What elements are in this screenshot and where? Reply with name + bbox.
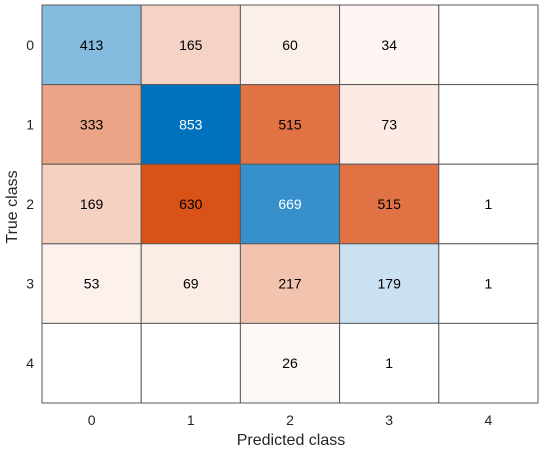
heatmap-cell-r1-c3 xyxy=(339,84,440,165)
heatmap-cell-r1-c0 xyxy=(41,84,142,165)
heatmap-cell-r4-c0 xyxy=(41,322,142,404)
heatmap-cell-r4-c4 xyxy=(438,322,539,404)
y-axis-title: True class xyxy=(4,170,21,243)
cell-value-label: 630 xyxy=(179,196,203,212)
cell-value-label: 53 xyxy=(84,276,100,292)
cell-value-label: 69 xyxy=(183,276,199,292)
x-tick-label: 2 xyxy=(286,412,294,428)
cell-value-label: 217 xyxy=(278,276,302,292)
x-tick-label: 0 xyxy=(88,412,96,428)
heatmap-cell-r3-c4 xyxy=(438,243,539,324)
heatmap-cell-r0-c1 xyxy=(140,4,241,86)
heatmap-cell-r4-c2 xyxy=(239,322,341,404)
y-tick-label: 1 xyxy=(26,116,34,132)
heatmap-cell-r3-c2 xyxy=(239,243,341,324)
cell-value-label: 73 xyxy=(381,116,397,132)
cell-value-label: 413 xyxy=(80,37,104,53)
heatmap-cell-r4-c1 xyxy=(140,322,241,404)
cell-value-label: 60 xyxy=(282,37,298,53)
heatmap-cell-r0-c2 xyxy=(239,4,341,86)
cell-value-label: 34 xyxy=(381,37,397,53)
x-tick-label: 4 xyxy=(485,412,493,428)
heatmap-cell-r3-c0 xyxy=(41,243,142,324)
heatmap-cells: 413 165 60 34 333 853 515 73 169 630 669 515 1 53 69 21… xyxy=(41,4,539,404)
cell-value-label: 169 xyxy=(80,196,104,212)
heatmap-cell-r1-c4 xyxy=(438,84,539,165)
heatmap-cell-r2-c3 xyxy=(339,163,440,245)
heatmap-cell-r0-c3 xyxy=(339,4,440,86)
x-tick-label: 3 xyxy=(385,412,393,428)
x-axis-title: Predicted class xyxy=(237,432,346,449)
cell-value-label: 165 xyxy=(179,37,203,53)
x-tick-label: 1 xyxy=(187,412,195,428)
y-tick-label: 2 xyxy=(26,196,34,212)
heatmap-cell-r4-c3 xyxy=(339,322,440,404)
heatmap-cell-r0-c4 xyxy=(438,4,539,86)
heatmap-cell-r3-c1 xyxy=(140,243,241,324)
heatmap-cell-r2-c4 xyxy=(438,163,539,245)
cell-value-label: 1 xyxy=(485,196,493,212)
cell-value-label: 1 xyxy=(385,355,393,371)
y-tick-label: 4 xyxy=(26,355,34,371)
y-axis-ticks: 0 1 2 3 4 xyxy=(26,37,34,371)
cell-value-label: 1 xyxy=(485,276,493,292)
y-tick-label: 3 xyxy=(26,276,34,292)
heatmap-cell-r2-c1 xyxy=(140,163,241,245)
cell-value-label: 669 xyxy=(278,196,302,212)
cell-value-label: 853 xyxy=(179,116,203,132)
cell-value-label: 26 xyxy=(282,355,298,371)
heatmap-cell-r0-c0 xyxy=(41,4,142,86)
cell-value-label: 333 xyxy=(80,116,104,132)
y-tick-label: 0 xyxy=(26,37,34,53)
cell-value-label: 515 xyxy=(278,116,302,132)
cell-value-label: 515 xyxy=(378,196,402,212)
heatmap-cell-r3-c3 xyxy=(339,243,440,324)
heatmap-cell-r1-c1 xyxy=(140,84,241,165)
x-axis-ticks: 0 1 2 3 4 xyxy=(88,412,493,428)
cell-value-label: 179 xyxy=(378,276,402,292)
